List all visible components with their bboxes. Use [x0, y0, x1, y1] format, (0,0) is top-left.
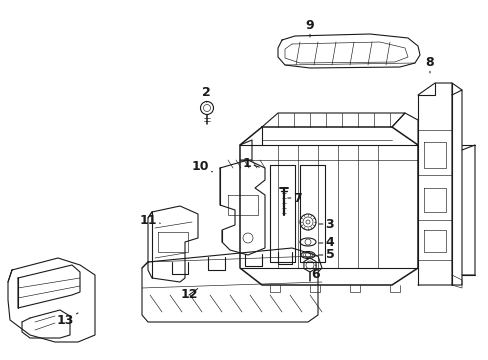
- Text: 10: 10: [191, 159, 212, 172]
- Text: 13: 13: [56, 313, 78, 327]
- Text: 7: 7: [287, 192, 302, 204]
- Text: 5: 5: [318, 248, 334, 261]
- Text: 1: 1: [242, 157, 259, 170]
- Text: 12: 12: [180, 288, 197, 302]
- Text: 2: 2: [201, 86, 210, 102]
- Text: 9: 9: [305, 18, 314, 37]
- Text: 8: 8: [425, 55, 433, 73]
- Text: 11: 11: [139, 213, 160, 226]
- Text: 6: 6: [311, 265, 320, 282]
- Text: 3: 3: [318, 217, 334, 230]
- Text: 4: 4: [318, 237, 334, 249]
